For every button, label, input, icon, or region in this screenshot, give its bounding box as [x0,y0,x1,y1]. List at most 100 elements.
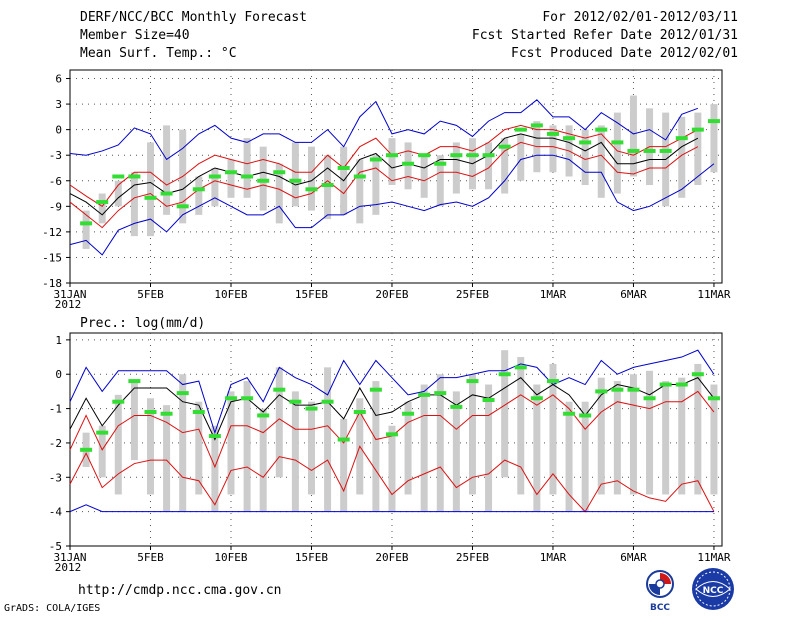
temp-line-ensemble-mean [69,133,699,216]
prec-ensemble-box [485,384,493,512]
temp-xtick-label: 25FEB [456,288,489,301]
prec-observed-mark [675,382,688,387]
temp-xtick-label: 15FEB [295,288,328,301]
prec-observed-mark [353,410,366,415]
temp-ensemble-box [324,155,332,220]
ncc-logo-text: NCC [703,586,724,596]
prec-observed-mark [305,406,318,411]
temp-observed-mark [450,153,463,158]
fcst-produced-date: Fcst Produced Date 2012/02/01 [511,46,738,61]
temp-observed-mark [128,174,141,179]
prec-ensemble-box [404,401,412,495]
temp-ensemble-box [227,159,235,198]
temp-observed-mark [691,127,704,132]
temp-ensemble-box [98,193,106,224]
temp-line-mean-sd [69,141,699,229]
prec-ensemble-box [114,394,122,495]
ncc-logo: NCC [692,568,734,610]
temp-ytick-label: 3 [55,98,62,111]
prec-observed-mark [208,434,221,439]
temp-ensemble-box [452,142,460,194]
prec-observed-mark [498,372,511,377]
prec-observed-mark [241,396,254,401]
temp-ensemble-box [291,142,299,207]
temp-observed-mark [112,174,125,179]
prec-ensemble-box [468,374,476,495]
grads-credit: GrADS: COLA/IGES [4,603,101,614]
prec-observed-mark [402,411,415,416]
prec-xtick-label: 20FEB [375,551,408,564]
figure-title: DERF/NCC/BCC Monthly Forecast [80,10,307,25]
prec-xtick-label: 15FEB [295,551,328,564]
temp-xtick-label: 11MAR [697,288,730,301]
temp-xtick-label: 20FEB [375,288,408,301]
temp-ensemble-box [694,112,702,186]
temp-ensemble-box [581,129,589,186]
temp-observed-mark [273,170,286,175]
temp-observed-mark [434,161,447,166]
prec-ensemble-box [678,377,686,495]
prec-ensemble-box [452,391,460,512]
source-url[interactable]: http://cmdp.ncc.cma.gov.cn [78,583,282,598]
prec-ytick-label: -3 [49,471,62,484]
prec-line-ensemble-min [69,504,714,513]
prec-ytick-label: 1 [55,334,62,347]
prec-ensemble-box [243,381,251,512]
member-size-label: Member Size=40 [80,28,190,43]
prec-ensemble-box [420,384,428,512]
temp-observed-mark [369,157,382,162]
temp-ensemble-box [275,163,283,224]
prec-observed-mark [273,387,286,392]
temp-observed-mark [80,221,93,226]
temp-ensemble-box [82,210,90,249]
prec-observed-mark [257,413,270,418]
temp-observed-mark [257,178,270,183]
prec-ensemble-box [694,363,702,495]
forecast-period: For 2012/02/01-2012/03/11 [542,10,738,25]
temp-ensemble-box [130,172,138,237]
prec-observed-mark [482,397,495,402]
temp-ensemble-box [114,180,122,207]
prec-ensemble-box [340,418,348,512]
prec-observed-mark [289,399,302,404]
prec-observed-mark [466,379,479,384]
fcst-started-date: Fcst Started Refer Date 2012/01/31 [471,28,738,43]
temp-ensemble-box [678,116,686,198]
prec-ensemble-box [146,398,154,495]
prec-observed-mark [321,399,334,404]
prec-observed-mark [160,411,173,416]
prec-ytick-label: -4 [49,506,63,519]
temp-observed-mark [563,136,576,141]
temp-observed-mark [595,127,608,132]
prec-observed-mark [128,379,141,384]
temp-ensemble-box [436,155,444,207]
temp-observed-mark [659,148,672,153]
prec-observed-mark [450,404,463,409]
prec-observed-mark [80,447,93,452]
prec-ytick-label: -1 [49,403,62,416]
prec-ytick-label: -5 [49,540,62,553]
temp-observed-mark [305,187,318,192]
prec-ensemble-box [227,391,235,495]
temp-ensemble-box [404,142,412,190]
prec-xtick-label: 5FEB [137,551,164,564]
prec-ensemble-box [517,357,525,495]
temp-plot-frame [69,69,723,284]
prec-line-lower-spread [69,445,715,513]
prec-ensemble-box [372,381,380,512]
temp-observed-mark [402,161,415,166]
temp-observed-mark [546,131,559,136]
temp-observed-mark [675,136,688,141]
temp-ensemble-box [195,176,203,215]
bcc-logo-text: BCC [650,603,670,613]
temp-observed-mark [160,191,173,196]
temp-ensemble-box [501,138,509,194]
temp-line-ensemble-max [69,99,699,161]
temp-observed-mark [611,140,624,145]
prec-observed-mark [514,365,527,370]
temp-ytick-label: -3 [49,149,62,162]
prec-observed-mark [546,379,559,384]
temp-ytick-label: -15 [42,251,62,264]
prec-panel-title: Prec.: log(mm/d) [80,316,205,331]
